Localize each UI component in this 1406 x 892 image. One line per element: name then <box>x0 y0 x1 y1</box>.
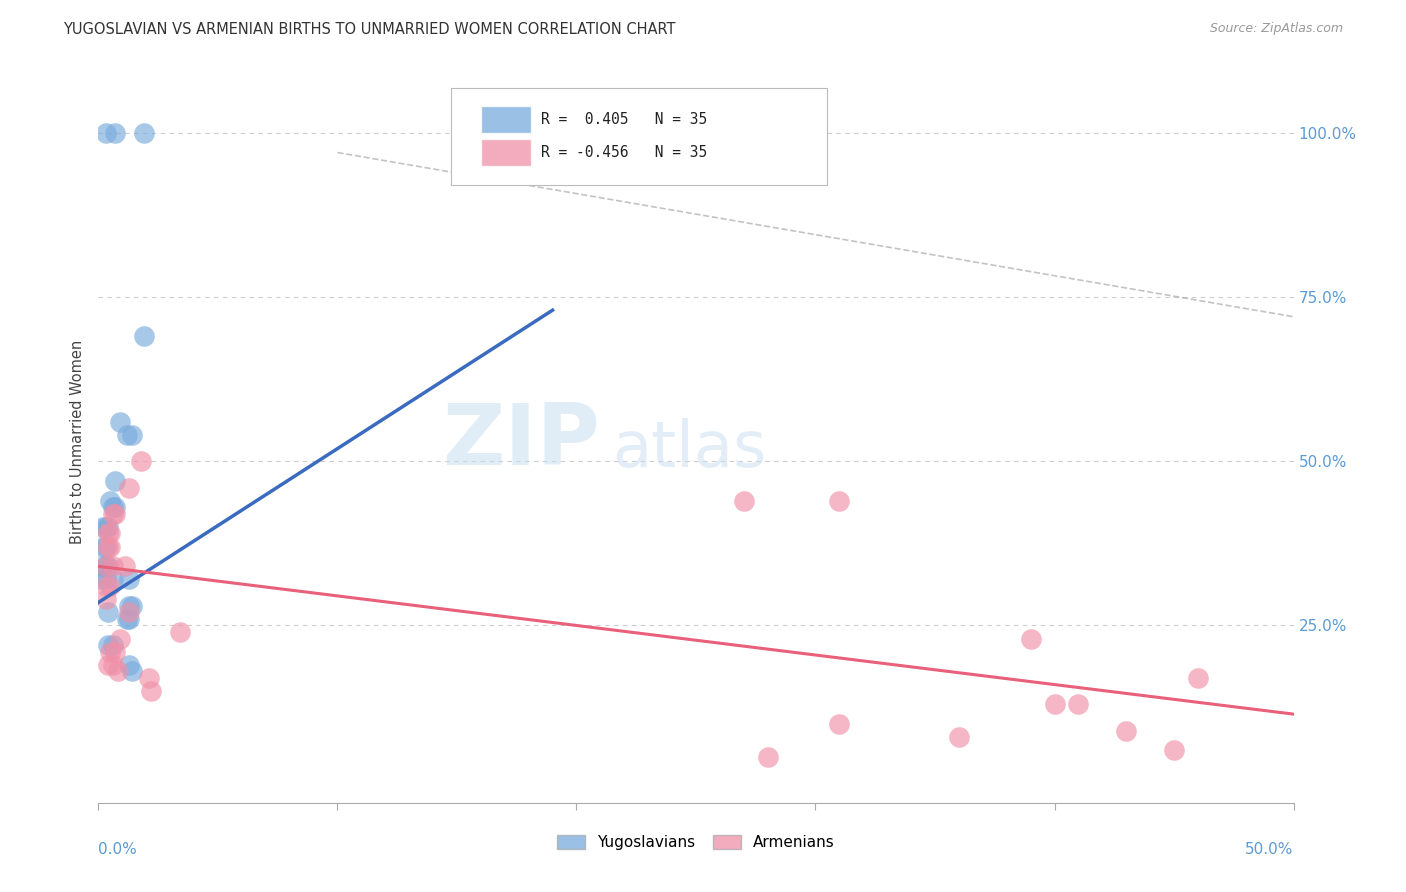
Point <box>104 500 127 515</box>
Point <box>131 454 153 468</box>
Point <box>1115 723 1137 738</box>
Point <box>91 559 114 574</box>
Point <box>756 749 779 764</box>
Point <box>101 500 124 515</box>
Text: ZIP: ZIP <box>443 400 600 483</box>
Point <box>118 612 141 626</box>
Point <box>94 573 117 587</box>
Text: Source: ZipAtlas.com: Source: ZipAtlas.com <box>1209 22 1343 36</box>
Point <box>733 493 755 508</box>
Text: R = -0.456   N = 35: R = -0.456 N = 35 <box>541 145 707 160</box>
FancyBboxPatch shape <box>451 87 827 185</box>
Point <box>104 474 127 488</box>
Text: 50.0%: 50.0% <box>1246 842 1294 856</box>
Point <box>97 605 120 619</box>
Point <box>115 428 138 442</box>
Point <box>169 625 191 640</box>
Point <box>1187 671 1209 685</box>
Legend: Yugoslavians, Armenians: Yugoslavians, Armenians <box>551 830 841 856</box>
Point <box>90 573 112 587</box>
Point <box>108 415 131 429</box>
Point <box>104 507 127 521</box>
Point <box>132 126 155 140</box>
Point <box>107 665 129 679</box>
Point <box>94 126 117 140</box>
Point <box>948 730 970 744</box>
Point <box>104 126 127 140</box>
Point <box>97 540 120 554</box>
Point <box>121 665 143 679</box>
Point <box>108 632 131 646</box>
Point <box>91 540 114 554</box>
Point <box>98 493 122 508</box>
FancyBboxPatch shape <box>481 139 531 166</box>
Text: 0.0%: 0.0% <box>98 842 138 856</box>
Point <box>91 520 114 534</box>
Point <box>94 559 117 574</box>
Point <box>118 573 141 587</box>
Point <box>121 428 143 442</box>
Point <box>115 612 138 626</box>
Point <box>121 599 143 613</box>
Point <box>101 638 124 652</box>
Point <box>97 526 120 541</box>
Point <box>1043 698 1066 712</box>
FancyBboxPatch shape <box>481 105 531 133</box>
Point <box>98 540 122 554</box>
Point <box>101 657 124 672</box>
Point <box>104 645 127 659</box>
Point <box>118 481 141 495</box>
Text: YUGOSLAVIAN VS ARMENIAN BIRTHS TO UNMARRIED WOMEN CORRELATION CHART: YUGOSLAVIAN VS ARMENIAN BIRTHS TO UNMARR… <box>63 22 676 37</box>
Point <box>118 605 141 619</box>
Point <box>118 657 141 672</box>
Text: atlas: atlas <box>613 417 766 480</box>
Point <box>828 493 851 508</box>
Point <box>1163 743 1185 757</box>
Point <box>97 657 120 672</box>
Point <box>114 559 136 574</box>
Point <box>828 717 851 731</box>
Point <box>101 559 124 574</box>
Point <box>1067 698 1090 712</box>
Point <box>101 507 124 521</box>
Point <box>97 559 120 574</box>
Point <box>98 579 122 593</box>
Y-axis label: Births to Unmarried Women: Births to Unmarried Women <box>69 340 84 543</box>
Point <box>94 520 117 534</box>
Point <box>97 520 120 534</box>
Point <box>98 526 122 541</box>
Point <box>94 559 117 574</box>
Point <box>94 540 117 554</box>
Point <box>138 671 160 685</box>
Point <box>132 329 155 343</box>
Text: R =  0.405   N = 35: R = 0.405 N = 35 <box>541 112 707 127</box>
Point <box>1019 632 1042 646</box>
Point <box>97 638 120 652</box>
Point <box>139 684 162 698</box>
Point <box>101 573 124 587</box>
Point <box>98 645 122 659</box>
Point <box>94 579 117 593</box>
Point <box>94 592 117 607</box>
Point <box>118 599 141 613</box>
